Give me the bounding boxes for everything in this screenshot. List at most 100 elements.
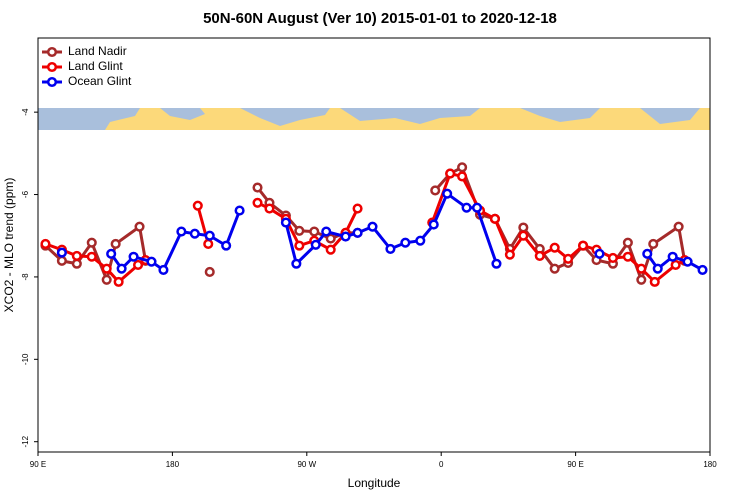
point: [518, 222, 529, 233]
point: [264, 203, 275, 214]
point: [652, 263, 663, 274]
point: [294, 240, 305, 251]
chart-title: 50N-60N August (Ver 10) 2015-01-01 to 20…: [203, 10, 557, 27]
point: [134, 221, 145, 232]
point: [430, 185, 441, 196]
point: [309, 226, 320, 237]
x-axis-label: Longitude: [348, 476, 401, 490]
point: [71, 258, 82, 269]
legend-label: Land Nadir: [68, 44, 127, 58]
plot-frame: [37, 37, 711, 453]
point: [325, 233, 336, 244]
point: [415, 235, 426, 246]
point: [442, 188, 453, 199]
point: [110, 238, 121, 250]
point: [86, 237, 97, 248]
point: [113, 276, 124, 287]
y-tick-label: -6: [21, 190, 30, 198]
point: [607, 252, 618, 264]
point: [294, 225, 305, 236]
point: [252, 197, 263, 208]
point: [221, 240, 232, 251]
point: [325, 244, 336, 255]
point: [667, 251, 678, 262]
y-axis-label: XCO2 - MLO trend (ppm): [2, 178, 16, 313]
y-tick-label: -8: [21, 273, 30, 281]
point: [518, 230, 529, 241]
point: [192, 200, 203, 211]
map-ocean: [38, 108, 700, 130]
point: [636, 274, 647, 285]
legend-label: Land Glint: [68, 59, 123, 73]
legend-marker: [46, 61, 58, 73]
point: [549, 263, 560, 274]
point: [670, 259, 681, 271]
point: [400, 237, 411, 248]
point: [146, 256, 157, 267]
point: [56, 247, 67, 258]
point: [385, 243, 396, 254]
legend-label: Ocean Glint: [68, 74, 132, 88]
x-tick-label: 90 W: [297, 460, 316, 469]
y-tick-label: -12: [21, 435, 30, 447]
point: [649, 276, 660, 287]
point: [471, 202, 483, 213]
point: [563, 253, 574, 264]
point: [457, 162, 468, 173]
point: [534, 250, 545, 261]
point: [101, 274, 112, 285]
point: [367, 221, 378, 232]
x-tick-label: 0: [439, 460, 444, 469]
point: [204, 230, 215, 241]
point: [622, 251, 633, 262]
point: [636, 263, 647, 274]
point: [321, 226, 332, 237]
series-line: [44, 172, 686, 284]
point: [642, 248, 653, 259]
point: [697, 264, 708, 275]
x-tick-label: 180: [166, 460, 180, 469]
point: [133, 259, 144, 271]
point: [71, 250, 82, 261]
legend-marker: [46, 46, 58, 58]
point: [204, 266, 215, 278]
point: [86, 251, 97, 262]
point: [234, 205, 245, 216]
point: [549, 242, 560, 253]
point: [504, 249, 515, 260]
point: [280, 217, 291, 228]
point: [622, 237, 633, 248]
y-tick-label: -4: [21, 108, 30, 116]
point: [457, 171, 468, 182]
x-tick-label: 180: [703, 460, 717, 469]
point: [594, 248, 605, 259]
point: [189, 228, 200, 239]
point: [128, 251, 139, 262]
point: [158, 264, 169, 275]
x-tick-label: 90 E: [30, 460, 46, 469]
point: [176, 226, 187, 237]
point: [682, 256, 693, 267]
point: [291, 258, 302, 269]
map-band: [38, 108, 710, 130]
point: [101, 263, 112, 274]
point: [310, 239, 321, 250]
point: [491, 258, 502, 269]
point: [648, 238, 659, 250]
point: [106, 248, 117, 259]
point: [40, 238, 51, 250]
legend-marker: [46, 76, 58, 88]
point: [445, 168, 456, 179]
point: [578, 240, 589, 251]
point: [116, 263, 127, 274]
point: [673, 221, 684, 232]
y-tick-label: -10: [21, 353, 30, 365]
point: [252, 182, 263, 193]
point: [352, 227, 363, 238]
point: [203, 238, 214, 250]
point: [352, 203, 363, 214]
x-tick-label: 90 E: [567, 460, 583, 469]
point: [428, 219, 439, 230]
